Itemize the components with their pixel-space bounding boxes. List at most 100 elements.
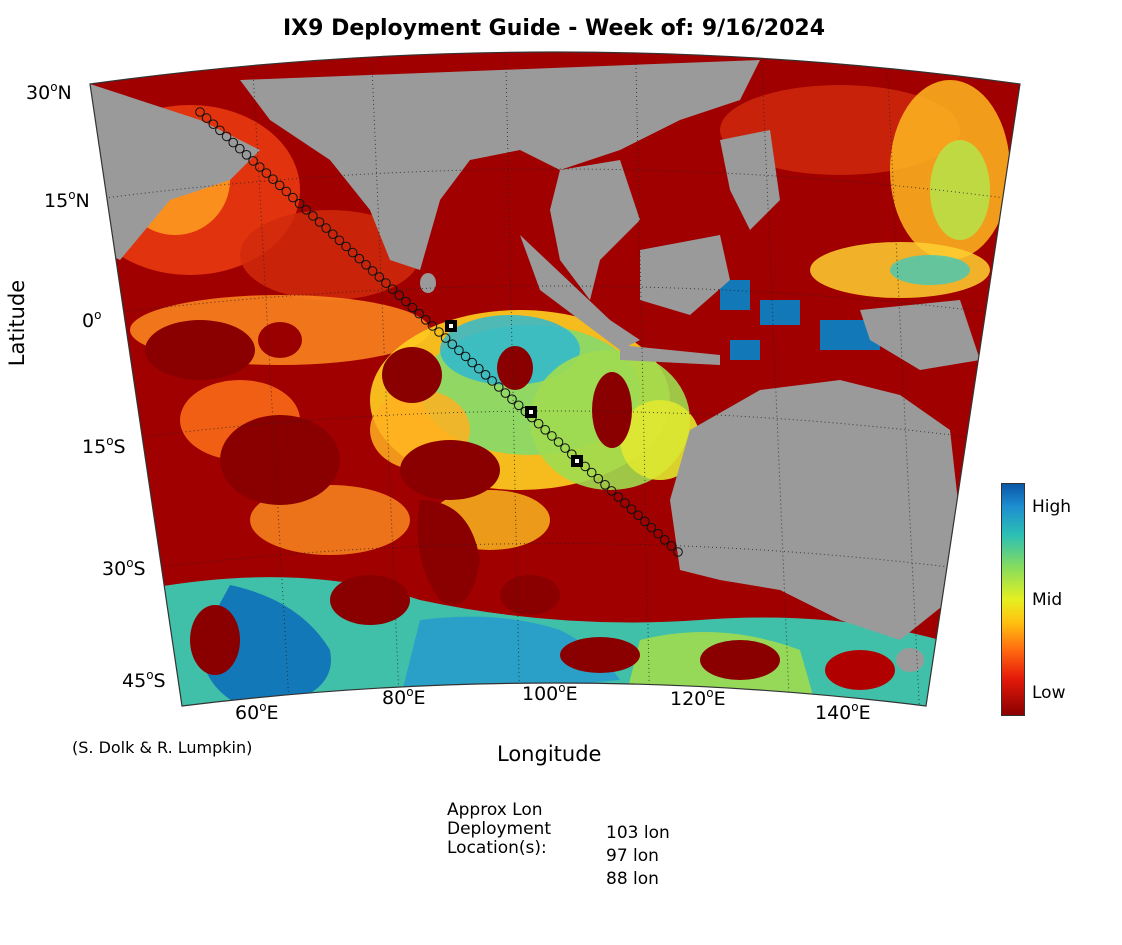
colorbar-label-low: Low bbox=[1032, 683, 1066, 703]
transect-point bbox=[646, 522, 657, 533]
transect-point bbox=[354, 253, 365, 264]
transect-point bbox=[547, 431, 557, 441]
transect-point bbox=[334, 235, 345, 246]
transect-point bbox=[241, 150, 252, 160]
transect-point bbox=[460, 351, 471, 362]
transect-point bbox=[494, 382, 504, 392]
transect-point bbox=[288, 192, 298, 203]
transect-point bbox=[228, 137, 238, 148]
transect-point bbox=[294, 198, 305, 209]
lat-tick-30n: 30oN bbox=[26, 80, 72, 104]
transect-point bbox=[474, 363, 484, 374]
transect-point bbox=[467, 357, 478, 368]
transect-point bbox=[560, 443, 570, 453]
transect-point bbox=[347, 247, 358, 258]
transect-point bbox=[507, 394, 517, 405]
transect-point bbox=[221, 131, 232, 142]
deployment-marker-103 bbox=[571, 455, 583, 467]
lon-tick-120e: 120oE bbox=[670, 686, 726, 710]
deployment-marker-88 bbox=[445, 320, 457, 332]
lon-tick-140e: 140oE bbox=[815, 700, 871, 724]
transect-point bbox=[540, 425, 551, 435]
transect-point bbox=[261, 168, 272, 178]
transect-point bbox=[500, 388, 511, 398]
transect-point bbox=[586, 467, 597, 478]
transect-point bbox=[606, 486, 617, 496]
map-title: IX9 Deployment Guide - Week of: 9/16/202… bbox=[282, 16, 826, 41]
transect-point bbox=[653, 528, 663, 539]
transect-point bbox=[314, 217, 325, 227]
transect-point bbox=[381, 278, 391, 288]
deployment-location: 97 lon bbox=[606, 846, 659, 866]
transect-point bbox=[374, 272, 385, 282]
lat-tick-30s: 30oS bbox=[102, 556, 146, 580]
y-axis-label: Latitude bbox=[5, 279, 29, 367]
transect-point bbox=[420, 315, 431, 325]
transect-point bbox=[407, 302, 418, 313]
transect-point bbox=[321, 223, 331, 233]
transect-point bbox=[600, 480, 610, 490]
lat-tick-0: 0o bbox=[82, 308, 102, 332]
transect-point bbox=[254, 162, 265, 172]
transect-point bbox=[673, 547, 683, 557]
transect-point bbox=[328, 229, 338, 239]
transect-point bbox=[553, 437, 564, 447]
deployment-marker-97 bbox=[525, 406, 537, 418]
deployment-locations: 103 lon 97 lon 88 lon bbox=[606, 822, 670, 891]
transect-point bbox=[640, 516, 650, 527]
transect-point bbox=[659, 535, 670, 545]
transect-point bbox=[414, 308, 424, 319]
transect-point bbox=[427, 321, 438, 331]
transect-point bbox=[308, 211, 318, 221]
deployment-label-line: Location(s): bbox=[447, 838, 547, 858]
deployment-location: 103 lon bbox=[606, 823, 670, 843]
lat-tick-15n: 15oN bbox=[44, 188, 90, 212]
transect-point bbox=[440, 333, 451, 343]
transect-point bbox=[201, 113, 212, 123]
transect-point bbox=[480, 370, 491, 380]
x-axis-label: Longitude bbox=[497, 742, 602, 766]
lon-tick-100e: 100oE bbox=[522, 681, 578, 705]
transect-point bbox=[281, 186, 292, 197]
colorbar-label-high: High bbox=[1032, 497, 1072, 517]
colorbar-label-mid: Mid bbox=[1032, 590, 1063, 610]
transect-point bbox=[626, 504, 637, 515]
transect-point bbox=[593, 473, 604, 484]
transect-point bbox=[666, 541, 677, 551]
transect-point bbox=[434, 327, 444, 337]
lon-tick-80e: 80oE bbox=[382, 685, 426, 709]
transect-point bbox=[633, 510, 644, 521]
transect-point bbox=[268, 174, 278, 184]
credit-text: (S. Dolk & R. Lumpkin) bbox=[72, 738, 253, 757]
map-border bbox=[89, 51, 1021, 707]
deployment-label: Approx Lon Deployment Location(s): bbox=[447, 801, 551, 858]
transect-point bbox=[301, 205, 312, 215]
transect-point bbox=[394, 290, 405, 301]
colorbar bbox=[1001, 483, 1025, 716]
transect-point bbox=[208, 119, 219, 129]
transect-point bbox=[533, 418, 544, 429]
deployment-label-line: Approx Lon bbox=[447, 800, 543, 820]
transect-point bbox=[620, 498, 630, 508]
lon-tick-60e: 60oE bbox=[235, 700, 279, 724]
lat-tick-15s: 15oS bbox=[82, 434, 126, 458]
lat-tick-45s: 45oS bbox=[122, 668, 166, 692]
transect-point bbox=[454, 345, 464, 356]
transect-point bbox=[387, 284, 398, 295]
transect-point bbox=[274, 180, 285, 191]
transect-point bbox=[235, 143, 245, 154]
transect-point bbox=[513, 400, 524, 411]
transect-point bbox=[215, 125, 225, 136]
transect-point bbox=[341, 241, 351, 252]
deployment-location: 88 lon bbox=[606, 869, 659, 889]
transect-point bbox=[613, 492, 624, 502]
transect-point bbox=[447, 339, 458, 350]
transect-point bbox=[487, 376, 497, 386]
deployment-label-line: Deployment bbox=[447, 819, 551, 839]
transect-point bbox=[361, 260, 371, 270]
transect-point bbox=[195, 107, 205, 117]
transect-point bbox=[401, 296, 411, 307]
transect-point bbox=[248, 156, 258, 166]
transect-point bbox=[367, 266, 378, 276]
